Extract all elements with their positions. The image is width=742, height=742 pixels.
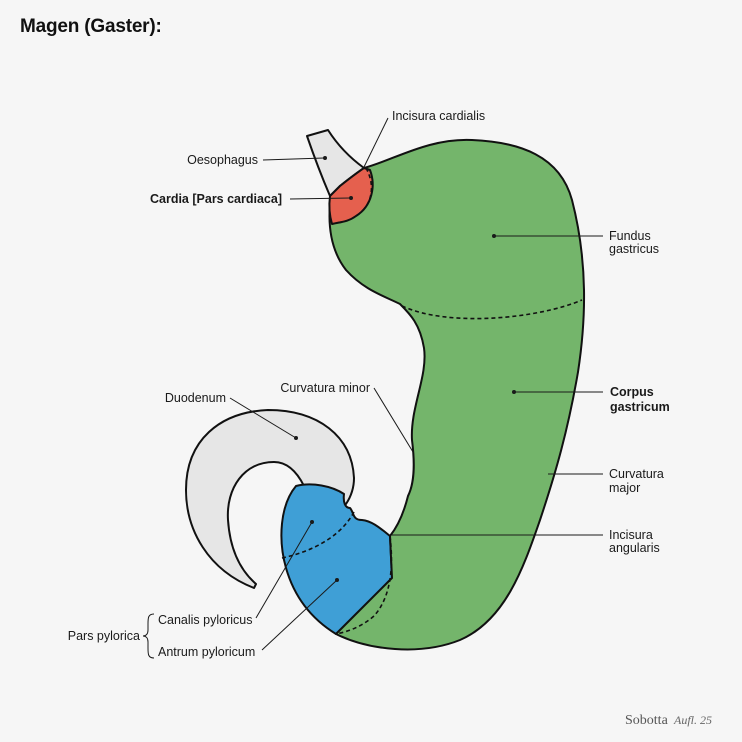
label-antrum-pyloricum: Antrum pyloricum bbox=[158, 645, 255, 659]
page-title: Magen (Gaster): bbox=[20, 16, 162, 37]
dot-fundus bbox=[492, 234, 496, 238]
dot-canalis-pyloricus bbox=[310, 520, 314, 524]
label-fundus-line2: gastricus bbox=[609, 242, 659, 256]
label-cardia: Cardia [Pars cardiaca] bbox=[150, 192, 282, 206]
leader-cardia bbox=[289, 197, 351, 200]
label-curvatura-major-line2: major bbox=[609, 481, 640, 495]
leader-oesophagus bbox=[262, 157, 325, 161]
fundus-corpus-boundary bbox=[401, 299, 583, 320]
leader-duodenum bbox=[229, 397, 297, 439]
canalis-antrum-boundary bbox=[281, 511, 355, 559]
label-oesophagus: Oesophagus bbox=[187, 153, 258, 167]
dot-oesophagus bbox=[323, 156, 327, 160]
fundus-corpus-region bbox=[328, 138, 586, 651]
leader-antrum-pyloricum bbox=[261, 579, 338, 651]
label-fundus-line1: Fundus bbox=[609, 229, 651, 243]
label-corpus-line1: Corpus bbox=[610, 385, 654, 399]
cardia-region bbox=[328, 167, 374, 225]
label-canalis-pyloricus: Canalis pyloricus bbox=[158, 613, 252, 627]
leader-canalis-pyloricus bbox=[255, 521, 313, 619]
dot-corpus bbox=[512, 390, 516, 394]
label-curvatura-major-line1: Curvatura bbox=[609, 467, 664, 481]
pars-pylorica-region bbox=[280, 483, 393, 635]
cardia-boundary bbox=[331, 167, 373, 225]
label-duodenum: Duodenum bbox=[165, 391, 226, 405]
label-pars-pylorica: Pars pylorica bbox=[68, 629, 140, 643]
leader-incisura-cardialis bbox=[363, 117, 389, 168]
duodenum-region bbox=[185, 409, 355, 589]
credit-name: Sobotta bbox=[625, 713, 669, 728]
antrum-boundary bbox=[335, 535, 393, 635]
dot-duodenum bbox=[294, 436, 298, 440]
pars-pylorica-brace bbox=[142, 613, 155, 659]
label-corpus-line2: gastricum bbox=[610, 400, 670, 414]
leader-curvatura-minor bbox=[373, 387, 414, 453]
label-incisura-cardialis: Incisura cardialis bbox=[392, 109, 485, 123]
dot-cardia bbox=[349, 196, 353, 200]
label-curvatura-minor: Curvatura minor bbox=[280, 381, 370, 395]
dot-antrum-pyloricum bbox=[335, 578, 339, 582]
label-incisura-angularis-line2: angularis bbox=[609, 541, 660, 555]
label-incisura-angularis-line1: Incisura bbox=[609, 528, 653, 542]
credit-edition: Aufl. 25 bbox=[673, 713, 712, 727]
